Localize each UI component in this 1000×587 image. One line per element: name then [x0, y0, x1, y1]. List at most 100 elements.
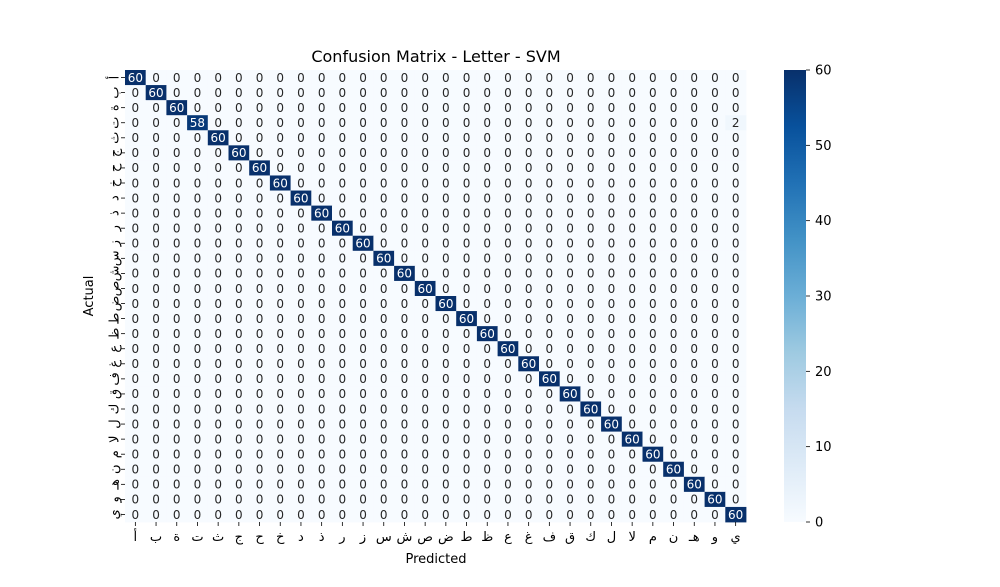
heatmap-cell [187, 100, 209, 116]
heatmap-cell [476, 130, 498, 146]
heatmap-cell [414, 401, 436, 417]
cell-value-label: 0 [504, 267, 512, 281]
y-tick-label: ظ [108, 328, 123, 340]
cell-value-label: 0 [504, 478, 512, 492]
heatmap-cell [725, 311, 747, 327]
cell-value-label: 0 [525, 86, 533, 100]
heatmap-cell [125, 115, 147, 131]
heatmap-cell [497, 175, 519, 191]
heatmap-cell [683, 356, 705, 372]
cell-value-label: 0 [173, 206, 181, 220]
heatmap-cell [352, 296, 374, 312]
cell-value-label: 60 [562, 387, 577, 401]
cell-value-label: 0 [711, 161, 719, 175]
y-axis-label: Actual [82, 276, 97, 317]
cell-value-label: 2 [732, 116, 740, 130]
heatmap-cell [166, 326, 188, 342]
heatmap-cell [642, 401, 664, 417]
cell-value-label: 0 [546, 237, 554, 251]
cell-value-label: 0 [628, 237, 636, 251]
cell-value-label: 0 [152, 267, 160, 281]
cell-value-label: 0 [297, 478, 305, 492]
heatmap-cell [125, 416, 147, 432]
cell-value-label: 0 [214, 101, 222, 115]
heatmap-cell [476, 296, 498, 312]
cell-value-label: 0 [132, 101, 140, 115]
heatmap-cell [394, 190, 416, 206]
heatmap-cell [704, 446, 726, 463]
x-tick-label: ة [173, 530, 180, 545]
cell-value-label: 0 [214, 222, 222, 236]
heatmap-cell [704, 115, 726, 131]
cell-value-label: 0 [504, 448, 512, 462]
heatmap-cell [145, 296, 167, 312]
heatmap-cell [601, 205, 623, 222]
cell-value-label: 0 [421, 448, 429, 462]
heatmap-cell [166, 506, 188, 523]
cell-value-label: 0 [297, 312, 305, 326]
heatmap-cell [683, 416, 705, 432]
heatmap-cell [290, 401, 312, 417]
cell-value-label: 0 [194, 282, 202, 296]
cell-value-label: 0 [711, 312, 719, 326]
cell-value-label: 0 [339, 387, 347, 401]
heatmap-cell [290, 85, 312, 101]
heatmap-cell [166, 145, 188, 161]
cell-value-label: 0 [483, 342, 491, 356]
cell-value-label: 0 [235, 432, 243, 446]
cell-value-label: 0 [401, 116, 409, 130]
heatmap-cell [269, 250, 291, 267]
cell-value-label: 0 [256, 357, 264, 371]
cell-value-label: 0 [483, 463, 491, 477]
heatmap-cell [269, 326, 291, 342]
heatmap-cell [394, 296, 416, 312]
heatmap-cell [394, 476, 416, 493]
heatmap-cell [311, 446, 333, 463]
cell-value-label: 0 [339, 463, 347, 477]
heatmap-cell [497, 70, 519, 86]
cell-value-label: 0 [690, 312, 698, 326]
cell-value-label: 0 [525, 387, 533, 401]
cell-value-label: 0 [525, 508, 533, 522]
cell-value-label: 0 [525, 282, 533, 296]
heatmap-cell [228, 70, 250, 86]
heatmap-cell [539, 235, 561, 252]
cell-value-label: 0 [401, 146, 409, 160]
heatmap-cell [642, 235, 664, 252]
cell-value-label: 0 [608, 191, 616, 205]
cell-value-label: 0 [297, 101, 305, 115]
cell-value-label: 0 [173, 312, 181, 326]
cell-value-label: 0 [380, 86, 388, 100]
cell-value-label: 0 [587, 116, 595, 130]
heatmap-cell [497, 190, 519, 206]
cell-value-label: 0 [628, 116, 636, 130]
cell-value-label: 0 [401, 222, 409, 236]
cell-value-label: 60 [314, 206, 329, 220]
heatmap-cell [166, 341, 188, 357]
cell-value-label: 0 [566, 448, 574, 462]
cell-value-label: 0 [649, 146, 657, 160]
heatmap-cell [373, 190, 395, 206]
heatmap-cell [580, 416, 602, 432]
heatmap-cell-labels: 60 0 0 0 0 0 0 0 0 0 0 0 0 0 0 0 0 0 0 0 0 0 0 0 0 0 0 0 0 0 0 60 0 0 0 0 0 0… [128, 71, 744, 522]
cell-value-label: 0 [132, 252, 140, 266]
heatmap-cell [621, 220, 643, 237]
cell-value-label: 0 [194, 222, 202, 236]
x-tick-label: غ [525, 530, 533, 545]
cell-value-label: 0 [132, 237, 140, 251]
cell-value-label: 0 [463, 116, 471, 130]
cell-value-label: 0 [173, 176, 181, 190]
x-tick-label: س [376, 530, 392, 545]
heatmap-cell [642, 326, 664, 342]
cell-value-label: 0 [297, 432, 305, 446]
cell-value-label: 0 [587, 387, 595, 401]
heatmap-cell [704, 476, 726, 493]
heatmap-cell [559, 401, 581, 417]
cell-value-label: 0 [525, 493, 533, 507]
cell-value-label: 0 [463, 101, 471, 115]
cell-value-label: 0 [276, 146, 284, 160]
cell-value-label: 0 [732, 372, 740, 386]
cell-value-label: 0 [194, 508, 202, 522]
cell-value-label: 0 [732, 222, 740, 236]
heatmap-cell [207, 311, 229, 327]
